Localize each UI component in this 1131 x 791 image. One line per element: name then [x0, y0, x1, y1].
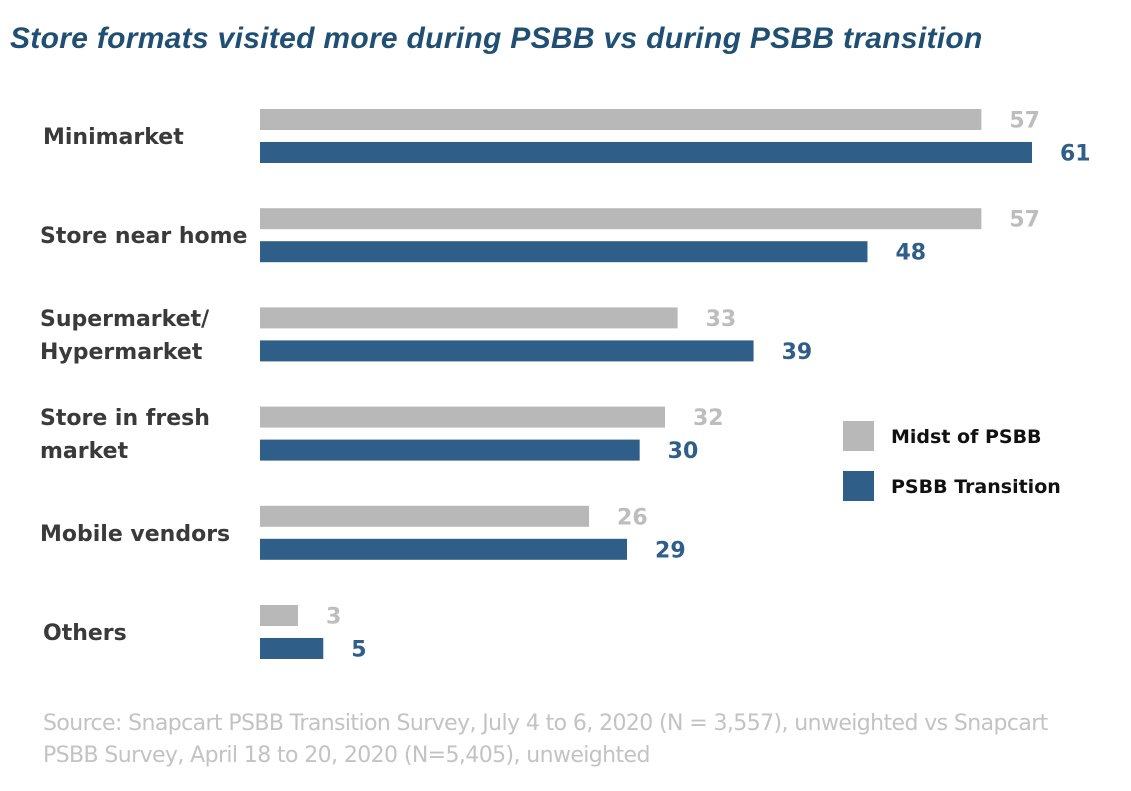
- value-label: 32: [693, 406, 724, 431]
- value-label: 61: [1060, 142, 1091, 167]
- chart-title: Store formats visited more during PSBB v…: [10, 22, 983, 55]
- category-label-line: Hypermarket: [40, 340, 203, 365]
- category-label: Supermarket/Hypermarket: [40, 307, 210, 365]
- value-label: 33: [706, 307, 737, 332]
- bar-midst-0: [260, 109, 982, 130]
- bar-midst-4: [260, 505, 590, 527]
- bar-chart: Minimarket Store near home Supermarket/Hyp…: [40, 109, 1091, 663]
- category-label: Store near home: [40, 224, 247, 249]
- bar-midst-3: [260, 406, 665, 428]
- bar-transition-1: [260, 241, 868, 263]
- category-label: Store in fresh market: [40, 406, 210, 464]
- value-label: 5: [351, 638, 366, 663]
- category-label-line: Store in fresh: [40, 406, 210, 431]
- legend: Midst of PSBB PSBB Transition: [843, 421, 1061, 501]
- bar-transition-0: [260, 142, 1032, 163]
- legend-label: Midst of PSBB: [891, 426, 1042, 448]
- category-label: Mobile vendors: [40, 522, 230, 547]
- legend-label: PSBB Transition: [891, 476, 1061, 498]
- category-label-line: Supermarket/: [40, 307, 210, 332]
- category-label: Others: [43, 621, 127, 646]
- category-label-line: Minimarket: [43, 125, 184, 150]
- bars-group: [260, 109, 1032, 659]
- bar-midst-2: [260, 307, 678, 329]
- source-note: Source: Snapcart PSBB Transition Survey,…: [43, 711, 1048, 768]
- bar-transition-3: [260, 439, 640, 461]
- value-label: 29: [655, 538, 686, 563]
- value-label: 48: [895, 241, 926, 266]
- value-label: 3: [326, 605, 341, 630]
- bar-midst-1: [260, 208, 982, 230]
- category-label-line: Store near home: [40, 224, 247, 249]
- value-label: 57: [1009, 208, 1040, 233]
- legend-swatch: [843, 421, 874, 451]
- value-labels: 57 61 57 48 33 39 32 30 26 29 35: [326, 109, 1091, 663]
- bar-transition-2: [260, 340, 754, 362]
- category-labels: Minimarket Store near home Supermarket/Hyp…: [40, 125, 247, 646]
- bar-midst-5: [260, 605, 298, 626]
- category-label-line: market: [40, 439, 129, 464]
- legend-swatch: [843, 471, 874, 501]
- value-label: 39: [782, 340, 813, 365]
- bar-transition-4: [260, 538, 628, 560]
- value-label: 30: [668, 439, 699, 464]
- value-label: 57: [1009, 109, 1040, 134]
- category-label: Minimarket: [43, 125, 184, 150]
- category-label-line: Others: [43, 621, 127, 646]
- value-label: 26: [617, 505, 648, 530]
- category-label-line: Mobile vendors: [40, 522, 230, 547]
- bar-transition-5: [260, 638, 324, 659]
